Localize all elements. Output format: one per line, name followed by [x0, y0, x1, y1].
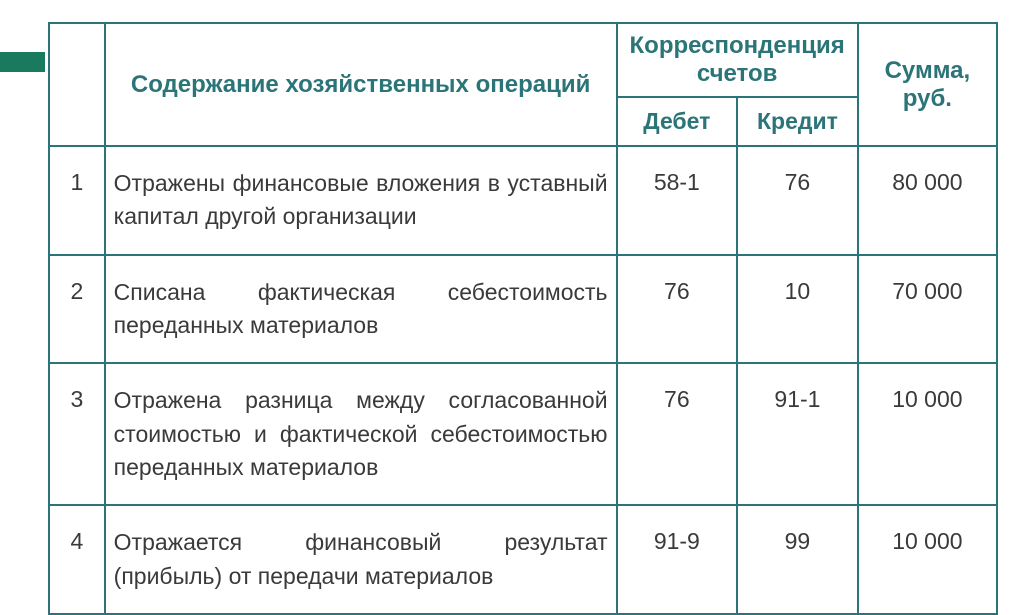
table-row: 1 Отражены финансовые вложения в уставны… — [49, 146, 997, 255]
header-num: № п/п — [49, 23, 105, 146]
cell-sum: 80 000 — [858, 146, 997, 255]
header-corr: Корреспонденция счетов — [617, 23, 858, 97]
cell-num: 4 — [49, 505, 105, 614]
cell-desc: Отражается финансовый результат (прибыль… — [105, 505, 617, 614]
cell-debit: 76 — [617, 255, 738, 364]
cell-num: 2 — [49, 255, 105, 364]
cell-credit: 99 — [737, 505, 858, 614]
header-credit: Кредит — [737, 97, 858, 146]
cell-desc: Отражены финансовые вложения в уставный … — [105, 146, 617, 255]
operations-table: № п/п Содержание хозяйственных операций … — [48, 22, 998, 615]
cell-desc: Отражена разница между согласованной сто… — [105, 363, 617, 505]
cell-debit: 91-9 — [617, 505, 738, 614]
cell-sum: 10 000 — [858, 363, 997, 505]
cell-debit: 76 — [617, 363, 738, 505]
cell-debit: 58-1 — [617, 146, 738, 255]
cell-sum: 10 000 — [858, 505, 997, 614]
cell-desc: Списана фактическая себестоимость переда… — [105, 255, 617, 364]
table-row: 2 Списана фактическая себестоимость пере… — [49, 255, 997, 364]
header-sum: Сумма, руб. — [858, 23, 997, 146]
cell-credit: 10 — [737, 255, 858, 364]
accent-bar — [0, 52, 45, 72]
cell-credit: 91-1 — [737, 363, 858, 505]
cell-num: 3 — [49, 363, 105, 505]
table-row: 3 Отражена разница между согласованной с… — [49, 363, 997, 505]
cell-sum: 70 000 — [858, 255, 997, 364]
header-debit: Дебет — [617, 97, 738, 146]
header-desc: Содержание хозяйственных операций — [105, 23, 617, 146]
table-row: 4 Отражается финансовый результат (прибы… — [49, 505, 997, 614]
cell-num: 1 — [49, 146, 105, 255]
cell-credit: 76 — [737, 146, 858, 255]
operations-table-wrap: № п/п Содержание хозяйственных операций … — [48, 22, 998, 615]
